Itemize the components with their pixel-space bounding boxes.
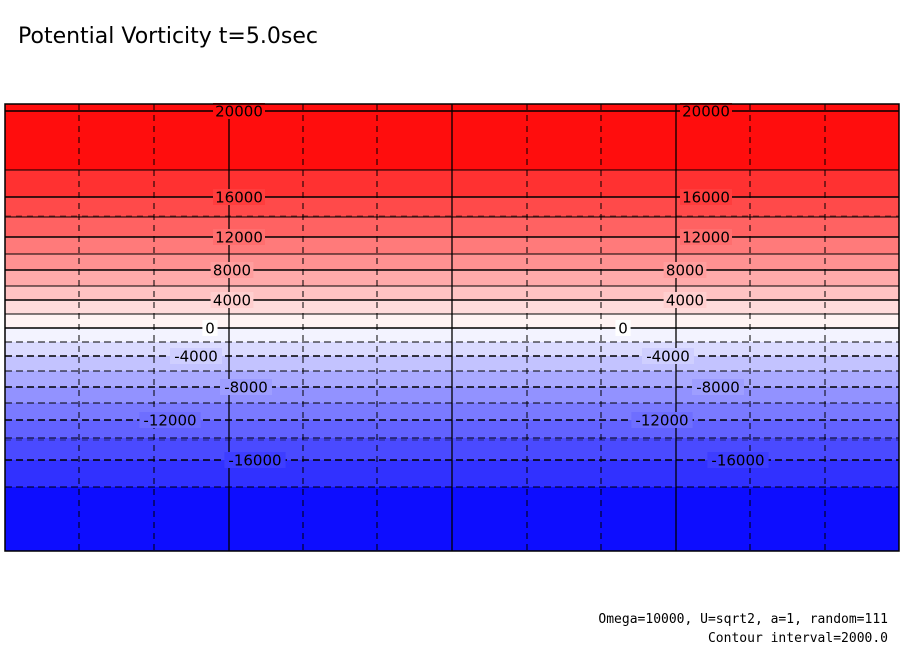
contour-label-left: 0	[205, 320, 215, 338]
contour-label-bg	[680, 229, 732, 245]
contour-label-bg	[680, 189, 732, 205]
contour-label-bg	[220, 379, 272, 395]
contour-label-left: -4000	[174, 348, 218, 366]
chart-title: Potential Vorticity t=5.0sec	[18, 24, 318, 49]
contour-label-right: 16000	[682, 189, 730, 207]
contour-label-bg	[210, 292, 254, 308]
contour-label-right: 12000	[682, 229, 730, 247]
contour-label-bg	[213, 189, 265, 205]
contour-label-left: 12000	[215, 229, 263, 247]
contour-label-bg	[663, 262, 707, 278]
contour-label-right: -12000	[635, 412, 688, 430]
contour-label-left: -16000	[228, 452, 281, 470]
contour-label-bg	[139, 412, 201, 428]
contour-label-bg	[170, 348, 222, 364]
contour-label-right: 8000	[666, 262, 704, 280]
contour-label-bg	[631, 412, 693, 428]
contour-label-left: 8000	[213, 262, 251, 280]
contour-label-bg	[663, 292, 707, 308]
plot-frame	[4, 103, 900, 552]
contour-label-left: -12000	[143, 412, 196, 430]
contour-label-right: 20000	[682, 103, 730, 121]
contour-label-bg	[213, 103, 265, 119]
parameters-note: Omega=10000, U=sqrt2, a=1, random=111	[598, 612, 888, 627]
contour-label-left: 20000	[215, 103, 263, 121]
contour-label-left: 4000	[213, 292, 251, 310]
contour-label-bg	[202, 320, 218, 336]
contour-label-bg	[210, 262, 254, 278]
contour-label-right: -16000	[711, 452, 764, 470]
contour-lines	[5, 110, 899, 488]
contour-label-bg	[615, 320, 631, 336]
contour-label-right: 4000	[666, 292, 704, 310]
contour-label-right: -8000	[696, 379, 740, 397]
contour-interval-note: Contour interval=2000.0	[707, 631, 888, 646]
contour-labels: 20000 20000 16000 16000 12000 12000 8000 8000 40…	[139, 103, 769, 470]
contour-label-bg	[680, 103, 732, 119]
contour-label-bg	[642, 348, 694, 364]
contour-label-right: -4000	[646, 348, 690, 366]
contour-label-bg	[692, 379, 744, 395]
contour-label-bg	[213, 229, 265, 245]
contour-label-right: 0	[618, 320, 628, 338]
contour-label-left: 16000	[215, 189, 263, 207]
contour-label-bg	[707, 452, 769, 468]
contour-label-bg	[224, 452, 286, 468]
contour-label-left: -8000	[224, 379, 268, 397]
